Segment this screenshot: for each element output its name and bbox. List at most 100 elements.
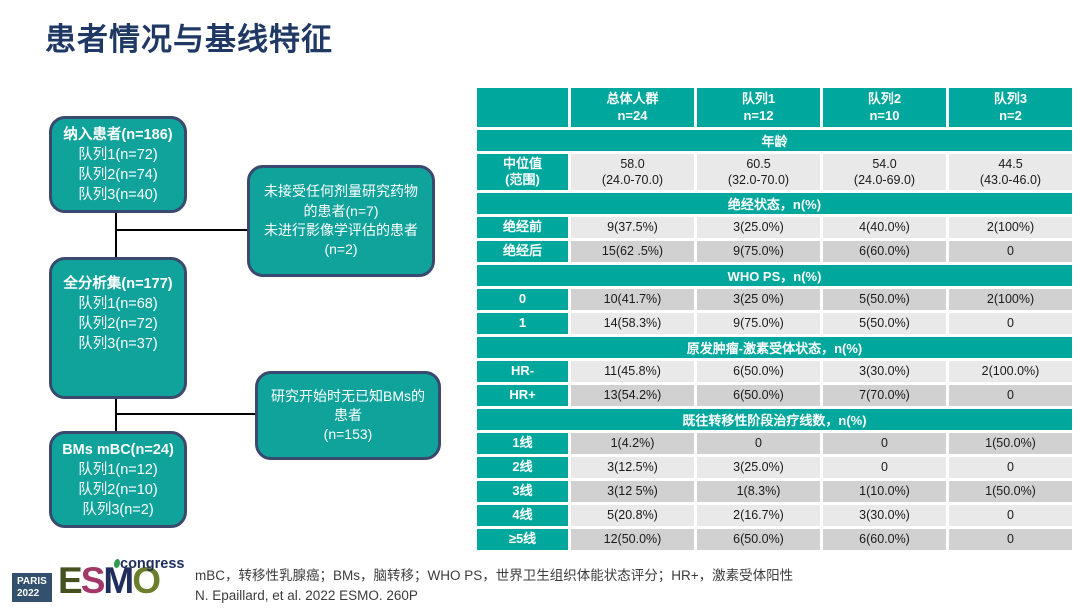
- table-cell: 2(100%): [949, 217, 1072, 238]
- flow-line: (n=153): [323, 426, 373, 443]
- table-cell: 5(50.0%): [823, 313, 946, 334]
- flow-box-exclusion-2: 研究开始时无已知BMs的 患者 (n=153): [255, 371, 441, 460]
- table-cell: 6(50.0%): [697, 385, 820, 406]
- table-cell: 9(75.0%): [697, 241, 820, 262]
- flow-line: 的患者(n=7): [303, 202, 379, 219]
- citation: N. Epaillard, et al. 2022 ESMO. 260P: [195, 587, 418, 603]
- table-cell: 6(50.0%): [697, 361, 820, 382]
- table-cell: 7(70.0%): [823, 385, 946, 406]
- footnote-abbreviations: mBC，转移性乳腺癌；BMs，脑转移；WHO PS，世界卫生组织体能状态评分；H…: [195, 568, 794, 583]
- table-cell: 9(75.0%): [697, 313, 820, 334]
- table-row-line1: 1线 1(4.2%) 0 0 1(50.0%): [477, 433, 1072, 454]
- connector-horizontal-2: [116, 413, 255, 415]
- congress-swoosh-icon: [114, 559, 120, 568]
- table-cell: 1(50.0%): [949, 433, 1072, 454]
- table-cell: 5(20.8%): [571, 505, 694, 526]
- table-cell: 6(60.0%): [823, 241, 946, 262]
- flow-box-enrolled: 纳入患者(n=186) 队列1(n=72) 队列2(n=74) 队列3(n=40…: [49, 116, 187, 213]
- flow-box-enrolled-title: 纳入患者(n=186): [63, 126, 173, 143]
- table-cell: 0: [823, 457, 946, 478]
- table-cell: 4(40.0%): [823, 217, 946, 238]
- header-col-cohort3: 队列3 n=2: [949, 88, 1072, 127]
- table-row-postmenopausal: 绝经后 15(62 .5%) 9(75.0%) 6(60.0%) 0: [477, 241, 1072, 262]
- flow-box-bms-mbc: BMs mBC(n=24) 队列1(n=12) 队列2(n=10) 队列3(n=…: [49, 431, 187, 528]
- logo-city: PARIS: [17, 576, 47, 587]
- flow-line: 队列2(n=74): [78, 166, 158, 183]
- table-cell: 3(12.5%): [571, 457, 694, 478]
- table-cell: 0: [949, 529, 1072, 550]
- logo-letter-s: S: [80, 560, 106, 601]
- table-cell: 3(12 5%): [571, 481, 694, 502]
- flow-line: (n=2): [324, 241, 358, 258]
- table-row-line4: 4线 5(20.8%) 2(16.7%) 3(30.0%) 0: [477, 505, 1072, 526]
- table-cell: 3(30.0%): [823, 361, 946, 382]
- flow-line: 队列2(n=10): [78, 481, 158, 498]
- flow-line: 队列1(n=68): [78, 296, 158, 312]
- table-cell: 12(50.0%): [571, 529, 694, 550]
- table-row-hr-neg: HR- 11(45.8%) 6(50.0%) 3(30.0%) 2(100.0%…: [477, 361, 1072, 382]
- table-cell: 3(25.0%): [697, 457, 820, 478]
- table-header-row: 总体人群 n=24 队列1 n=12 队列2 n=10 队列3 n=2: [477, 88, 1072, 127]
- row-label: 绝经后: [477, 241, 568, 262]
- connector-vertical-1: [115, 213, 117, 258]
- connector-vertical-2: [115, 399, 117, 431]
- row-label: 2线: [477, 457, 568, 478]
- row-label: HR+: [477, 385, 568, 406]
- table-row-line2: 2线 3(12.5%) 3(25.0%) 0 0: [477, 457, 1072, 478]
- table-cell: 1(10.0%): [823, 481, 946, 502]
- section-band-hormone-receptor: 原发肿瘤-激素受体状态，n(%): [477, 337, 1072, 358]
- flow-line: 未接受任何剂量研究药物: [264, 183, 418, 200]
- header-col-overall: 总体人群 n=24: [571, 88, 694, 127]
- table-cell: 1(8.3%): [697, 481, 820, 502]
- table-cell: 11(45.8%): [571, 361, 694, 382]
- table-cell: 10(41.7%): [571, 289, 694, 310]
- table-cell: 14(58.3%): [571, 313, 694, 334]
- table-cell: 44.5 (43.0-46.0): [949, 154, 1072, 190]
- row-label: 中位值 (范围): [477, 154, 568, 190]
- table-cell: 0: [949, 505, 1072, 526]
- table-cell: 0: [949, 457, 1072, 478]
- table-cell: 58.0 (24.0-70.0): [571, 154, 694, 190]
- flow-line: 队列3(n=40): [78, 186, 158, 203]
- table-cell: 0: [949, 313, 1072, 334]
- table-cell: 1(4.2%): [571, 433, 694, 454]
- flow-box-exclusion-1: 未接受任何剂量研究药物 的患者(n=7) 未进行影像学评估的患者 (n=2): [247, 165, 435, 277]
- flow-line: 患者: [334, 406, 362, 423]
- table-cell: 0: [949, 385, 1072, 406]
- table-cell: 0: [823, 433, 946, 454]
- logo-congress-label: congress: [120, 556, 185, 572]
- flow-line: 队列3(n=2): [82, 501, 154, 518]
- row-label: HR-: [477, 361, 568, 382]
- table-cell: 2(100%): [949, 289, 1072, 310]
- section-band-prior-lines: 既往转移性阶段治疗线数，n(%): [477, 409, 1072, 430]
- table-row-median: 中位值 (范围) 58.0 (24.0-70.0) 60.5 (32.0-70.…: [477, 154, 1072, 190]
- table-cell: 3(25.0%): [697, 217, 820, 238]
- table-cell: 60.5 (32.0-70.0): [697, 154, 820, 190]
- header-col-cohort2: 队列2 n=10: [823, 88, 946, 127]
- flow-line: 队列1(n=12): [78, 461, 158, 478]
- flow-line: 队列3(n=37): [78, 336, 158, 352]
- flow-line: 队列1(n=72): [78, 146, 158, 163]
- table-cell: 13(54.2%): [571, 385, 694, 406]
- table-cell: 6(50.0%): [697, 529, 820, 550]
- header-col-cohort1: 队列1 n=12: [697, 88, 820, 127]
- baseline-characteristics-table: 总体人群 n=24 队列1 n=12 队列2 n=10 队列3 n=2 年龄 中…: [477, 88, 1072, 553]
- section-band-who-ps: WHO PS，n(%): [477, 265, 1072, 286]
- table-row-ps0: 0 10(41.7%) 3(25 0%) 5(50.0%) 2(100%): [477, 289, 1072, 310]
- header-corner-cell: [477, 88, 568, 127]
- table-cell: 2(100.0%): [949, 361, 1072, 382]
- row-label: ≥5线: [477, 529, 568, 550]
- table-cell: 6(60.0%): [823, 529, 946, 550]
- logo-letter-o: O: [132, 560, 161, 601]
- table-cell: 15(62 .5%): [571, 241, 694, 262]
- connector-horizontal-1: [116, 229, 247, 231]
- table-cell: 2(16.7%): [697, 505, 820, 526]
- page-title: 患者情况与基线特征: [45, 22, 333, 57]
- table-row-premenopausal: 绝经前 9(37.5%) 3(25.0%) 4(40.0%) 2(100%): [477, 217, 1072, 238]
- table-row-hr-pos: HR+ 13(54.2%) 6(50.0%) 7(70.0%) 0: [477, 385, 1072, 406]
- table-cell: 9(37.5%): [571, 217, 694, 238]
- table-cell: 5(50.0%): [823, 289, 946, 310]
- paris-2022-badge: PARIS 2022: [12, 573, 52, 602]
- table-row-line3: 3线 3(12 5%) 1(8.3%) 1(10.0%) 1(50.0%): [477, 481, 1072, 502]
- section-band-menopause: 绝经状态，n(%): [477, 193, 1072, 214]
